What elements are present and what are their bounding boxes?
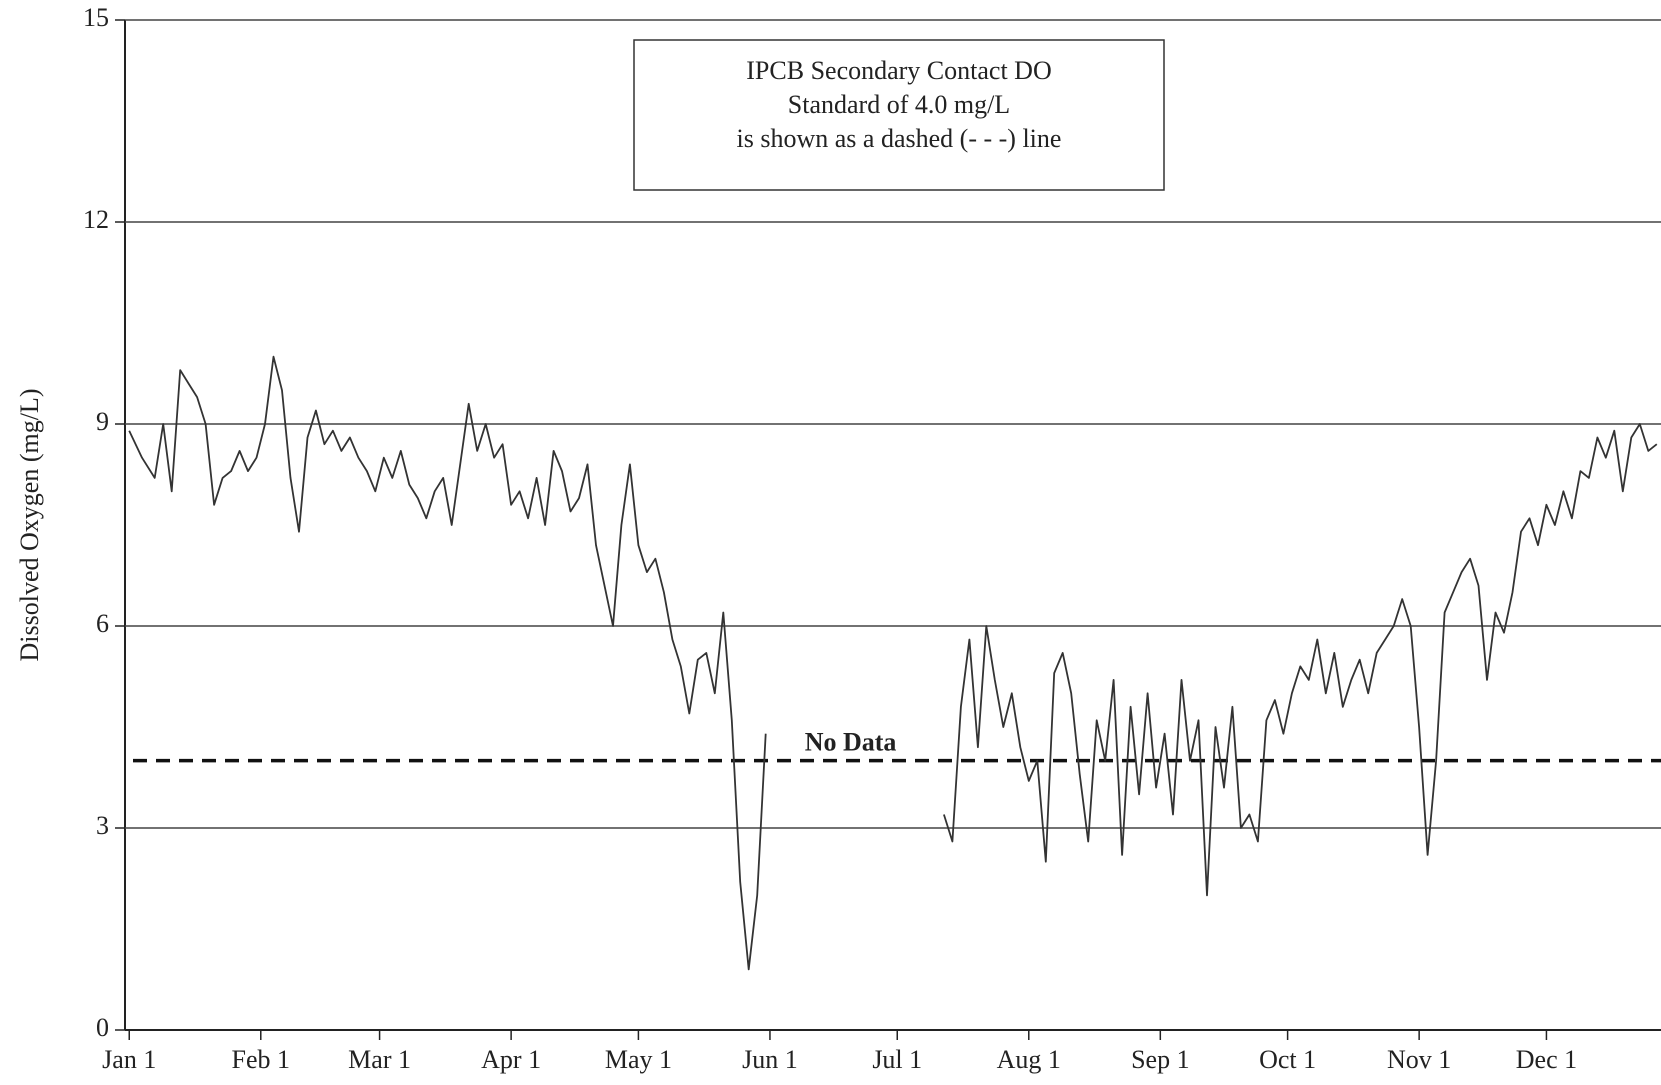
x-tick-label: Feb 1 (232, 1045, 291, 1074)
x-tick-label: Dec 1 (1516, 1045, 1577, 1074)
data-line (128, 355, 1658, 971)
y-tick-label: 15 (83, 3, 109, 32)
annotation-line: Standard of 4.0 mg/L (788, 90, 1010, 119)
y-axis-label: Dissolved Oxygen (mg/L) (15, 389, 44, 662)
gap-label: No Data (805, 728, 897, 757)
x-tick-label: Jan 1 (102, 1045, 156, 1074)
y-tick-label: 9 (96, 407, 109, 436)
y-tick-label: 6 (96, 609, 109, 638)
x-tick-label: Apr 1 (481, 1045, 541, 1074)
annotation-line: IPCB Secondary Contact DO (746, 56, 1051, 85)
x-tick-label: Mar 1 (348, 1045, 411, 1074)
y-tick-label: 12 (83, 205, 109, 234)
annotation-box (633, 39, 1165, 191)
x-tick-label: Aug 1 (997, 1045, 1061, 1074)
y-tick-label: 0 (96, 1013, 109, 1042)
x-tick-label: Sep 1 (1131, 1045, 1190, 1074)
x-tick-label: Jul 1 (872, 1045, 922, 1074)
annotation-line: is shown as a dashed (- - -) line (737, 124, 1062, 153)
y-tick-label: 3 (96, 811, 109, 840)
x-tick-label: Nov 1 (1387, 1045, 1451, 1074)
x-tick-label: May 1 (605, 1045, 672, 1074)
x-tick-label: Jun 1 (742, 1045, 798, 1074)
x-tick-label: Oct 1 (1259, 1045, 1316, 1074)
